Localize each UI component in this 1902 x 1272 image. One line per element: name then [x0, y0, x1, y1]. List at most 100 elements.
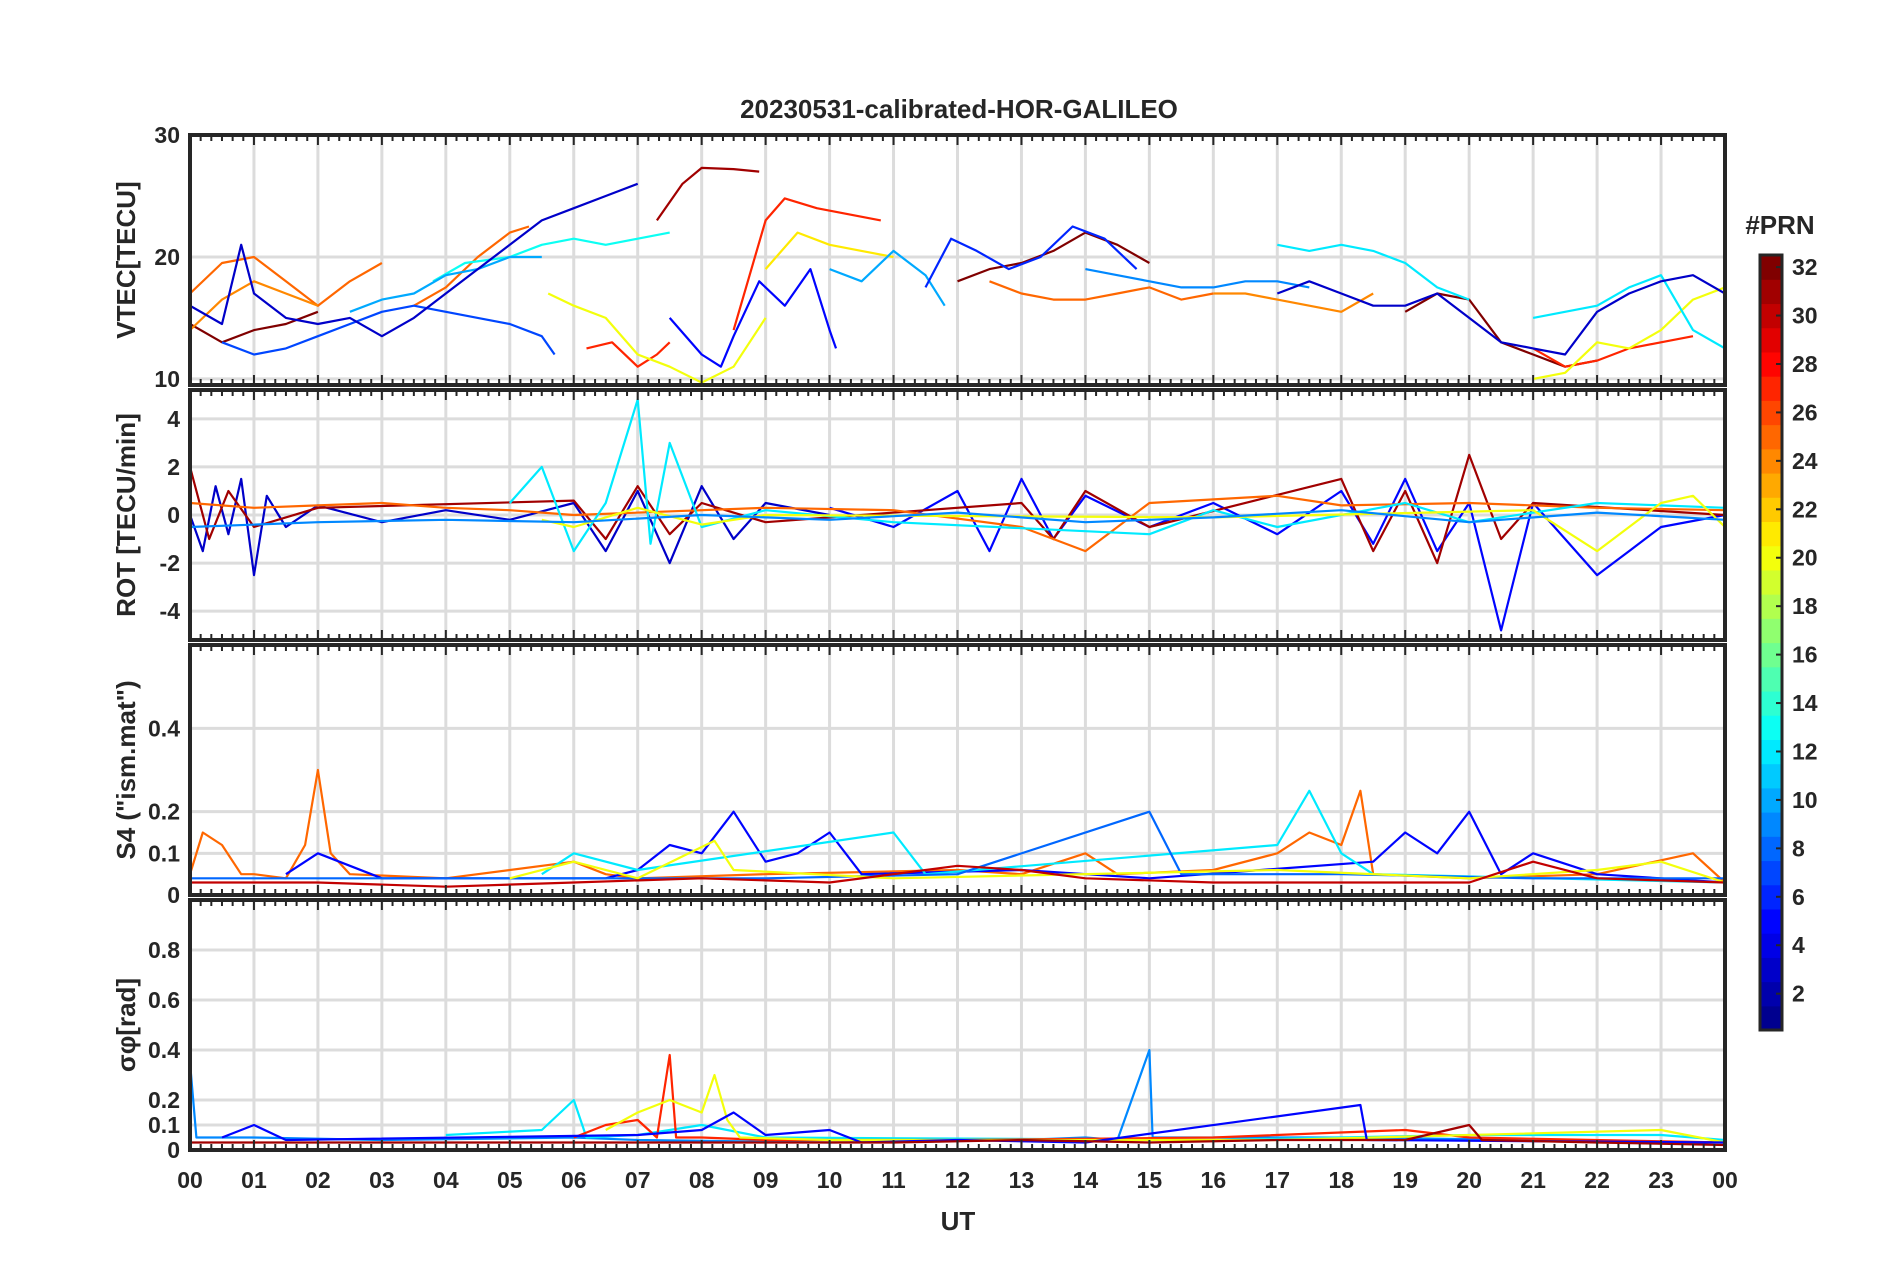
- colorbar-tick-label: 8: [1792, 835, 1805, 861]
- colorbar-swatch: [1760, 569, 1782, 595]
- series-line-prn-25: [190, 768, 1725, 884]
- x-tick-label: 02: [305, 1167, 331, 1193]
- x-tick-label: 17: [1264, 1167, 1290, 1193]
- colorbar-swatch: [1760, 908, 1782, 934]
- colorbar-swatch: [1760, 424, 1782, 450]
- colorbar-swatch: [1760, 787, 1782, 813]
- x-tick-label: 00: [1712, 1167, 1738, 1193]
- x-tick-label: 23: [1648, 1167, 1674, 1193]
- series-line-prn-20: [605, 1073, 1725, 1144]
- series-line-prn-32: [957, 231, 1150, 283]
- x-tick-label: 16: [1201, 1167, 1227, 1193]
- series-line-prn-10: [349, 255, 542, 313]
- y-tick-label: -4: [160, 598, 181, 624]
- colorbar-tick-label: 2: [1792, 981, 1805, 1007]
- y-tick-label: 0.1: [148, 840, 180, 866]
- colorbar-tick-label: 10: [1792, 787, 1818, 813]
- colorbar-tick-label: 30: [1792, 303, 1818, 329]
- colorbar-swatch: [1760, 763, 1782, 789]
- series-line-prn-27: [1532, 335, 1694, 368]
- x-tick-labels: 00 01 02 03 04 05 06 07 08 09 10 11 12 13 14 15 16 17 18 19…: [177, 1167, 1738, 1193]
- x-tick-label: 01: [241, 1167, 267, 1193]
- colorbar-tick-label: 26: [1792, 399, 1818, 425]
- axes-frame: [188, 643, 1727, 897]
- y-axis-title: S4 ("ism.mat"): [111, 680, 141, 859]
- y-axis-title: VTEC[TECU]: [111, 181, 141, 338]
- series-line-prn-31: [655, 166, 760, 222]
- y-tick-label: 0: [167, 1137, 180, 1163]
- colorbar-frame: [1758, 253, 1784, 1032]
- colorbar-swatch: [1760, 690, 1782, 716]
- axes-frame: [188, 133, 1727, 387]
- colorbar-swatch: [1760, 448, 1782, 474]
- x-tick-label: 12: [945, 1167, 971, 1193]
- series-line-prn-25: [989, 280, 1214, 301]
- series-line-prn-5: [668, 268, 838, 368]
- colorbar-swatch: [1760, 472, 1782, 498]
- y-axis-title: ROT [TECU/min]: [111, 413, 141, 617]
- y-tick-label: 0.4: [148, 1037, 180, 1063]
- colorbar-swatch: [1760, 521, 1782, 547]
- colorbar-tick-label: 12: [1792, 738, 1818, 764]
- y-tick-label: 0: [167, 882, 180, 908]
- colorbar-swatch: [1760, 327, 1782, 353]
- y-axis-title: σφ[rad]: [111, 978, 141, 1072]
- x-axis-title: UT: [941, 1206, 976, 1236]
- axes-frame: [188, 898, 1727, 1152]
- colorbar-swatch: [1760, 666, 1782, 692]
- colorbar-swatch: [1760, 739, 1782, 765]
- series-line-prn-25: [413, 225, 530, 307]
- colorbar-swatch: [1760, 642, 1782, 668]
- y-tick-label: 0.4: [148, 715, 180, 741]
- series-line-prn-12: [445, 1098, 1725, 1142]
- x-tick-label: 18: [1328, 1167, 1354, 1193]
- series-group: [190, 166, 1725, 384]
- panel-vtec: 10 20 30 VTEC[TECU]: [111, 122, 1727, 392]
- series-line-prn-9: [190, 509, 1725, 529]
- y-tick-label: 20: [154, 244, 180, 270]
- series-line-prn-12: [1532, 274, 1725, 350]
- colorbar-tick-label: 20: [1792, 545, 1818, 571]
- series-group: [190, 768, 1725, 888]
- y-tick-label: 0.2: [148, 799, 180, 825]
- series-line-prn-25: [190, 494, 1725, 553]
- series-line-prn-30: [190, 860, 1725, 888]
- series-line-prn-31: [190, 453, 1725, 565]
- series-line-prn-25: [190, 255, 383, 307]
- colorbar-tick-label: 6: [1792, 884, 1805, 910]
- colorbar-tick-label: 16: [1792, 642, 1818, 668]
- colorbar-swatch: [1760, 715, 1782, 740]
- series-line-prn-5: [221, 1103, 1725, 1144]
- colorbar-swatch: [1760, 884, 1782, 910]
- x-tick-label: 10: [817, 1167, 843, 1193]
- colorbar-tick-label: 14: [1792, 690, 1818, 716]
- x-tick-label: 19: [1392, 1167, 1418, 1193]
- colorbar-swatch: [1760, 836, 1782, 862]
- series-line-prn-12: [508, 398, 1725, 553]
- panel-rot: -4 -2 0 2 4 ROT [TECU/min]: [111, 388, 1727, 642]
- x-tick-label: 15: [1137, 1167, 1163, 1193]
- series-line-prn-20: [1532, 286, 1725, 380]
- y-tick-label: 30: [154, 122, 180, 148]
- series-line-prn-12: [1277, 243, 1470, 301]
- series-line-prn-6: [924, 225, 1138, 288]
- x-tick-label: 13: [1009, 1167, 1035, 1193]
- colorbar-swatch: [1760, 303, 1782, 329]
- colorbar-swatch: [1760, 400, 1782, 426]
- y-tick-label: -2: [160, 550, 180, 576]
- colorbar-tick-label: 18: [1792, 593, 1818, 619]
- chart-title: 20230531-calibrated-HOR-GALILEO: [740, 94, 1178, 124]
- series-line-prn-13: [432, 231, 670, 283]
- colorbar-tick-label: 28: [1792, 351, 1818, 377]
- panel-sigma_phi: 00.10.2 0.4 0.6 0.8 σφ[rad]: [111, 898, 1727, 1163]
- x-tick-label: 07: [625, 1167, 651, 1193]
- x-tick-label: 03: [369, 1167, 395, 1193]
- series-line-prn-7: [221, 304, 556, 356]
- series-line-prn-27: [732, 197, 882, 331]
- colorbar-tick-label: 22: [1792, 496, 1818, 522]
- colorbar-swatch: [1760, 351, 1782, 377]
- y-tick-label: 0.1: [148, 1112, 180, 1138]
